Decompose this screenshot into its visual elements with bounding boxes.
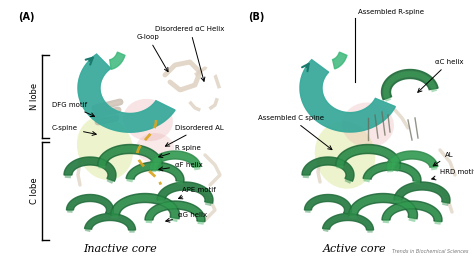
Polygon shape	[336, 144, 401, 168]
Polygon shape	[110, 52, 125, 69]
Ellipse shape	[123, 99, 173, 141]
Polygon shape	[126, 162, 184, 182]
Text: Assembled C spine: Assembled C spine	[258, 115, 332, 150]
Text: αF helix: αF helix	[159, 162, 203, 171]
Text: C-spine: C-spine	[52, 125, 96, 135]
Polygon shape	[64, 157, 116, 181]
Polygon shape	[145, 201, 205, 222]
Text: Disordered AL: Disordered AL	[165, 125, 224, 146]
Polygon shape	[363, 162, 421, 182]
Text: G-loop: G-loop	[137, 34, 168, 72]
Polygon shape	[386, 151, 438, 170]
Polygon shape	[110, 194, 180, 219]
Text: Inactive core: Inactive core	[83, 244, 157, 254]
Polygon shape	[78, 54, 175, 132]
Polygon shape	[348, 194, 418, 219]
Ellipse shape	[315, 121, 375, 189]
Text: (A): (A)	[18, 12, 35, 22]
Text: αC helix: αC helix	[418, 59, 464, 92]
Polygon shape	[300, 60, 395, 132]
Polygon shape	[66, 195, 113, 215]
Text: HRD motif: HRD motif	[432, 169, 474, 180]
Polygon shape	[323, 214, 374, 230]
Polygon shape	[300, 60, 395, 132]
Text: N lobe: N lobe	[30, 83, 39, 110]
Ellipse shape	[77, 116, 133, 180]
Text: R spine: R spine	[159, 145, 201, 158]
Text: αG helix: αG helix	[166, 212, 207, 222]
Text: C lobe: C lobe	[30, 178, 39, 204]
Polygon shape	[382, 201, 442, 222]
Ellipse shape	[136, 133, 174, 163]
Ellipse shape	[342, 102, 394, 148]
Text: Active core: Active core	[323, 244, 387, 254]
Polygon shape	[149, 151, 201, 170]
Text: DFG motif: DFG motif	[52, 102, 94, 117]
Text: Disordered αC Helix: Disordered αC Helix	[155, 26, 225, 81]
Polygon shape	[304, 195, 352, 215]
Polygon shape	[78, 54, 175, 132]
Text: Trends in Biochemical Sciences: Trends in Biochemical Sciences	[392, 249, 468, 254]
Text: (B): (B)	[248, 12, 264, 22]
Text: AL: AL	[433, 152, 454, 166]
Polygon shape	[157, 182, 213, 203]
Polygon shape	[333, 52, 347, 69]
Polygon shape	[302, 157, 354, 181]
Text: APE motif: APE motif	[179, 187, 216, 199]
Polygon shape	[394, 182, 450, 203]
Text: Assembled R-spine: Assembled R-spine	[358, 9, 424, 15]
Polygon shape	[98, 144, 163, 168]
Polygon shape	[382, 69, 438, 100]
Polygon shape	[84, 214, 136, 230]
